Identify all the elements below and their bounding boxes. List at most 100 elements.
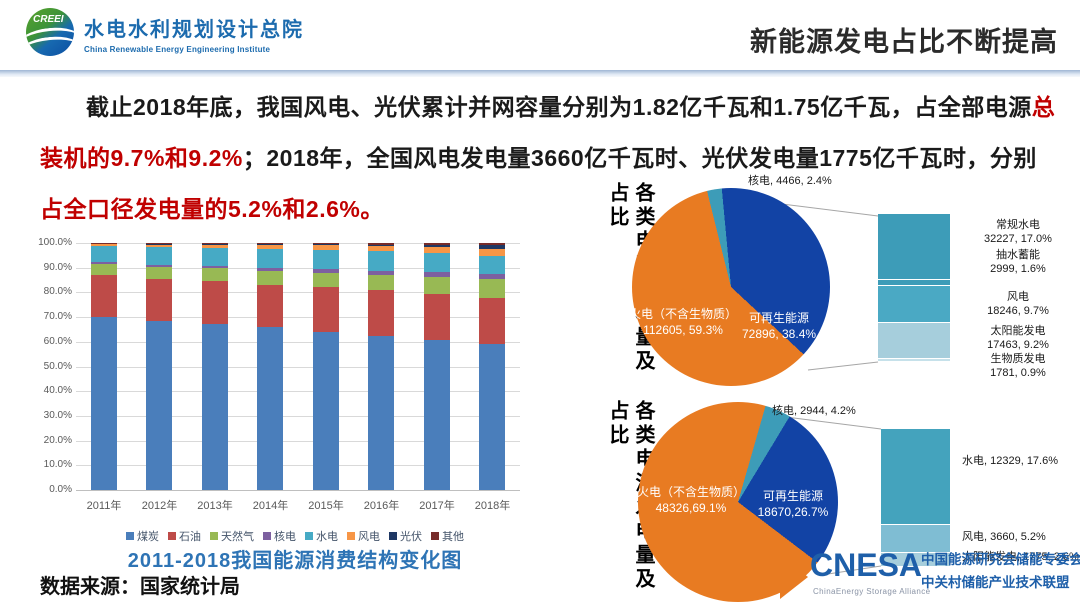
pie-generation-nuclear-label: 核电, 2944, 4.2% bbox=[772, 405, 856, 417]
bar-segment-石油 bbox=[90, 275, 117, 317]
cnesa-wordmark: CNESA bbox=[810, 547, 923, 583]
legend-label: 其他 bbox=[442, 531, 464, 543]
bar-segment-天然气 bbox=[201, 268, 228, 282]
bar-segment-煤炭 bbox=[423, 340, 450, 490]
gridline bbox=[76, 465, 520, 467]
breakout-segment-抽水蓄能 bbox=[878, 279, 950, 286]
legend-label: 煤炭 bbox=[137, 531, 159, 543]
pie-capacity-nuclear-label: 核电, 4466, 2.4% bbox=[748, 175, 832, 187]
x-tick-label: 2011年 bbox=[86, 500, 122, 512]
breakout-label-风电: 风电 18246, 9.7% bbox=[987, 291, 1049, 317]
legend-swatch-icon bbox=[210, 532, 218, 540]
data-source-note: 数据来源：国家统计局 bbox=[40, 576, 240, 598]
bar-chart-plot bbox=[76, 243, 520, 491]
y-tick-label: 60.0% bbox=[43, 335, 72, 347]
header-divider bbox=[0, 70, 1080, 77]
bar-segment-煤炭 bbox=[312, 332, 339, 490]
y-tick-label: 10.0% bbox=[43, 459, 72, 471]
breakout-label-太阳能发电: 太阳能发电, 1775, 2.6% bbox=[962, 551, 1079, 563]
legend-swatch-icon bbox=[168, 532, 176, 540]
legend-swatch-icon bbox=[126, 532, 134, 540]
bar-segment-天然气 bbox=[257, 270, 284, 285]
bar-segment-石油 bbox=[201, 281, 228, 324]
bar-segment-其他 bbox=[479, 243, 506, 246]
breakout-segment-常规水电 bbox=[878, 214, 950, 280]
bar-segment-石油 bbox=[312, 286, 339, 333]
legend-item-天然气: 天然气 bbox=[210, 528, 254, 544]
org-name-zh: 水电水利规划设计总院 bbox=[84, 19, 304, 41]
gridline bbox=[76, 366, 520, 368]
bar-segment-光伏 bbox=[479, 245, 506, 249]
pie-generation-thermal-label: 火电（不含生物质） 48326,69.1% bbox=[636, 485, 745, 515]
legend-label: 光伏 bbox=[400, 531, 422, 543]
bar-segment-水电 bbox=[423, 253, 450, 273]
bar-segment-其他 bbox=[423, 243, 450, 245]
y-tick-label: 0.0% bbox=[49, 484, 72, 495]
pie-chart-generation-group: 各类电源发电量及占比 核电, 2944, 4.2% 火电（不含生物质） 4832… bbox=[600, 392, 1080, 608]
bar-column-2018年 bbox=[479, 243, 506, 490]
x-tick-label: 2016年 bbox=[363, 500, 400, 512]
bar-segment-核电 bbox=[90, 262, 117, 264]
breakout-label-生物质发电: 生物质发电 1781, 0.9% bbox=[990, 353, 1046, 379]
legend-label: 石油 bbox=[179, 531, 201, 543]
bar-segment-煤炭 bbox=[90, 316, 117, 490]
gridline bbox=[76, 317, 520, 319]
bar-segment-核电 bbox=[312, 269, 339, 273]
bar-segment-石油 bbox=[146, 278, 173, 321]
bar-segment-风电 bbox=[368, 246, 395, 252]
bar-segment-其他 bbox=[201, 243, 228, 245]
breakout-segment-风电 bbox=[878, 285, 950, 324]
bar-segment-其他 bbox=[312, 243, 339, 245]
bar-segment-水电 bbox=[312, 249, 339, 270]
bar-segment-水电 bbox=[90, 245, 117, 263]
pie-chart-capacity-group: 各类电源装机量及占比 核电, 4466, 2.4% 火电（不含生物质） 1126… bbox=[600, 170, 1080, 392]
cnesa-subtitle: ChinaEnergy Storage Alliance bbox=[813, 587, 931, 596]
creei-logo-icon: CREEI bbox=[26, 8, 74, 56]
bar-segment-风电 bbox=[90, 244, 117, 246]
pie-capacity-renewable-label: 可再生能源 72896, 38.4% bbox=[741, 311, 817, 341]
org-name-block: 水电水利规划设计总院 China Renewable Energy Engine… bbox=[84, 13, 304, 54]
bar-segment-水电 bbox=[257, 249, 284, 269]
bar-segment-核电 bbox=[423, 272, 450, 277]
gridline bbox=[76, 292, 520, 294]
bar-segment-风电 bbox=[146, 244, 173, 247]
pie-capacity bbox=[632, 188, 830, 386]
bar-segment-风电 bbox=[423, 247, 450, 254]
gridline bbox=[76, 391, 520, 393]
bar-column-2016年 bbox=[368, 243, 395, 490]
bar-segment-天然气 bbox=[146, 266, 173, 279]
legend-swatch-icon bbox=[431, 532, 439, 540]
bar-column-2013年 bbox=[201, 243, 228, 490]
legend-swatch-icon bbox=[347, 532, 355, 540]
legend-item-煤炭: 煤炭 bbox=[126, 528, 159, 544]
bar-segment-核电 bbox=[201, 266, 228, 269]
y-tick-label: 30.0% bbox=[43, 409, 72, 421]
bar-segment-石油 bbox=[368, 290, 395, 337]
gridline bbox=[76, 490, 520, 491]
cnesa-org-line2: 中关村储能产业技术联盟 bbox=[921, 575, 1070, 590]
bar-segment-风电 bbox=[201, 245, 228, 249]
breakout-segment-生物质发电 bbox=[878, 358, 950, 362]
x-tick-label: 2013年 bbox=[197, 500, 233, 512]
creei-logo-text: CREEI bbox=[33, 14, 64, 25]
legend-label: 核电 bbox=[274, 531, 296, 543]
x-tick-label: 2012年 bbox=[141, 500, 178, 512]
breakout-label-抽水蓄能: 抽水蓄能 2999, 1.6% bbox=[990, 249, 1046, 275]
bar-chart-title: 2011-2018我国能源消费结构变化图 bbox=[127, 550, 463, 572]
x-tick-label: 2018年 bbox=[474, 500, 511, 512]
bar-chart-legend: 煤炭 石油 天然气 核电 水电 风电 光伏 其他 bbox=[60, 528, 530, 544]
bar-segment-其他 bbox=[90, 243, 117, 244]
bar-segment-煤炭 bbox=[479, 344, 506, 490]
bar-column-2015年 bbox=[312, 243, 339, 490]
breakout-segment-水电 bbox=[881, 429, 950, 525]
bar-segment-其他 bbox=[146, 243, 173, 245]
legend-swatch-icon bbox=[305, 532, 313, 540]
bar-segment-天然气 bbox=[423, 276, 450, 294]
breakout-label-水电: 水电, 12329, 17.6% bbox=[962, 455, 1059, 467]
bar-segment-石油 bbox=[257, 284, 284, 328]
y-tick-label: 70.0% bbox=[43, 311, 72, 323]
bar-segment-光伏 bbox=[423, 244, 450, 248]
bar-segment-天然气 bbox=[368, 275, 395, 291]
bar-segment-煤炭 bbox=[146, 320, 173, 490]
